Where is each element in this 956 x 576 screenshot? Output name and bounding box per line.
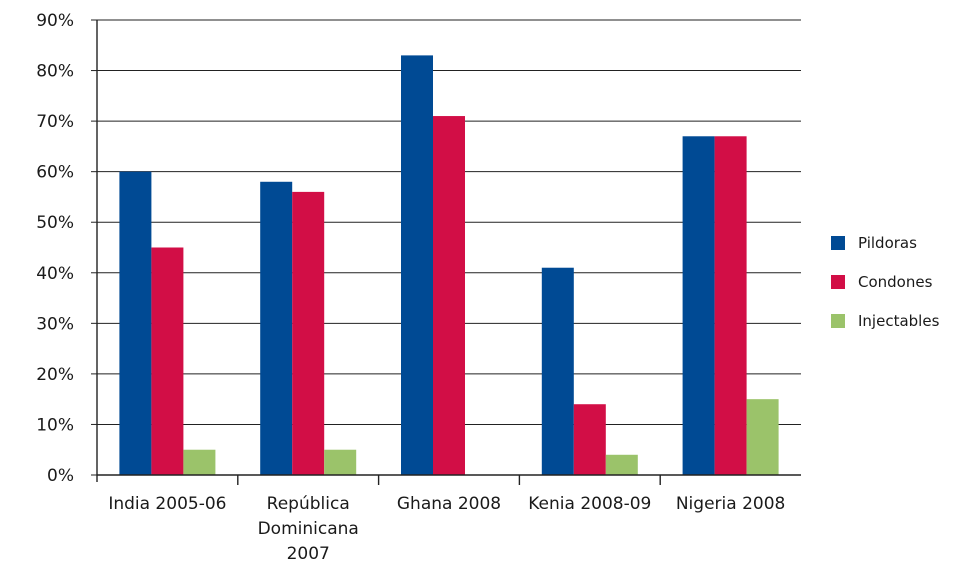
axes: [96, 20, 801, 485]
bar-pildoras: [541, 267, 574, 475]
bar-injectables: [324, 449, 357, 475]
y-tick-label: 30%: [36, 314, 74, 334]
y-tick-label: 20%: [36, 365, 74, 385]
bar-condones: [573, 404, 606, 475]
legend-label-condones: Condones: [858, 273, 933, 291]
x-tick-label: 2007: [287, 544, 330, 564]
bar-pildoras: [401, 55, 433, 476]
y-tick-label: 80%: [36, 62, 74, 82]
x-tick-label: República: [267, 494, 350, 514]
y-tick-label: 10%: [36, 415, 74, 435]
legend-label-injectables: Injectables: [858, 312, 940, 330]
x-tick-label: Dominicana: [258, 519, 359, 539]
y-tick-label: 50%: [36, 213, 74, 233]
bar-pildoras: [260, 181, 293, 475]
y-tick-label: 60%: [36, 163, 74, 183]
bar-condones: [292, 191, 325, 475]
x-axis-labels: India 2005-06 República Dominicana 2007 Ghan…: [108, 494, 785, 564]
bar-condones: [714, 136, 747, 475]
x-tick-label: Ghana 2008: [397, 494, 501, 514]
y-tick-label: 0%: [47, 466, 74, 486]
legend: Pildoras Condones Injectables: [831, 234, 940, 330]
y-axis-ticks: 0% 10% 20% 30% 40% 50% 60% 70% 80% 90%: [36, 11, 97, 486]
legend-swatch-pildoras: [831, 236, 845, 250]
bars: [119, 55, 779, 476]
bar-condones: [151, 247, 184, 475]
bar-pildoras: [682, 136, 715, 475]
x-tick-label: India 2005-06: [108, 494, 226, 514]
x-tick-label: Nigeria 2008: [676, 494, 786, 514]
bar-injectables: [746, 399, 779, 475]
legend-swatch-condones: [831, 275, 845, 289]
y-tick-label: 40%: [36, 264, 74, 284]
bar-condones: [433, 116, 465, 476]
legend-swatch-injectables: [831, 314, 845, 328]
y-tick-label: 70%: [36, 112, 74, 132]
bar-injectables: [605, 454, 638, 475]
x-tick-label: Kenia 2008-09: [528, 494, 651, 514]
bar-pildoras: [119, 171, 152, 475]
bar-injectables: [183, 449, 216, 475]
legend-label-pildoras: Pildoras: [858, 234, 917, 252]
y-tick-label: 90%: [36, 11, 74, 31]
